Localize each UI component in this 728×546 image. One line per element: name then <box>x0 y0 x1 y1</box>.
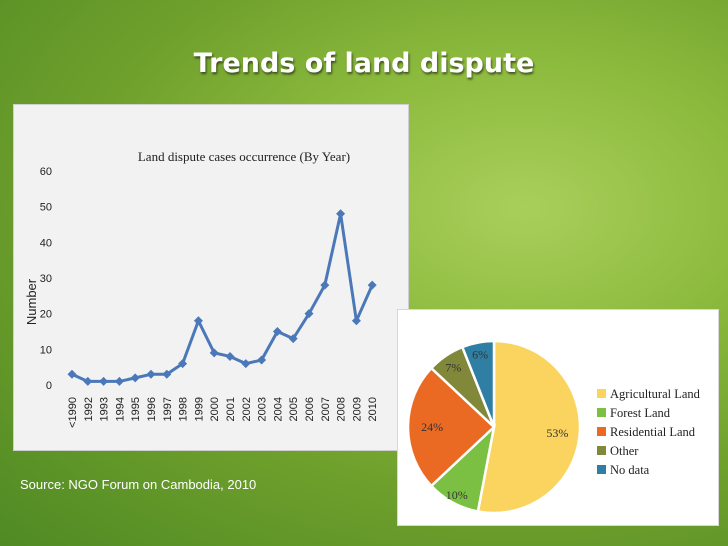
pie-chart-panel: 53% 10% 24% 7% 6% Agricultural Land Forest La… <box>397 309 719 526</box>
x-tick-label: <1990 <box>67 397 79 428</box>
y-tick-label: 40 <box>40 237 52 249</box>
x-tick-label: 1994 <box>114 397 126 421</box>
data-point <box>83 376 93 386</box>
data-point <box>304 309 314 319</box>
x-tick-label: 2003 <box>257 397 269 421</box>
x-tick-label: 1993 <box>99 397 111 421</box>
y-tick-label: 50 <box>40 202 52 214</box>
data-point <box>272 327 282 336</box>
pie-value-label: 6% <box>472 347 488 361</box>
data-point <box>351 316 361 326</box>
data-point <box>367 280 377 290</box>
x-tick-label: 2008 <box>336 397 348 421</box>
pie-slice <box>476 339 582 515</box>
y-axis-label: Number <box>24 278 39 325</box>
legend-swatch <box>597 465 606 474</box>
pie-chart: 53% 10% 24% 7% 6% Agricultural Land Forest La… <box>406 339 701 515</box>
x-tick-label: 2002 <box>241 397 253 421</box>
legend-label: No data <box>610 463 650 477</box>
x-tick-label: 1992 <box>83 397 95 421</box>
legend-label: Agricultural Land <box>610 387 701 401</box>
pie-slice <box>460 339 496 428</box>
line-chart: Land dispute cases occurrence (By Year) … <box>24 149 379 428</box>
pie-value-label: 10% <box>446 488 468 502</box>
legend-swatch <box>597 427 606 436</box>
data-point <box>114 376 124 386</box>
y-tick-label: 20 <box>40 309 52 321</box>
data-point <box>257 355 267 365</box>
series-line <box>71 212 374 383</box>
data-point <box>336 209 346 219</box>
x-tick-label: 2007 <box>320 397 332 421</box>
pie-value-label: 24% <box>421 420 443 434</box>
data-point <box>146 369 156 379</box>
legend-swatch <box>597 408 606 417</box>
pie-slices <box>406 339 582 515</box>
data-point <box>99 376 109 386</box>
line-chart-title: Land dispute cases occurrence (By Year) <box>138 149 350 164</box>
x-tick-label: 2005 <box>288 397 300 421</box>
pie-slice <box>406 366 496 488</box>
y-tick-label: 0 <box>46 380 52 392</box>
pie-value-label: 7% <box>445 360 461 374</box>
y-tick-label: 30 <box>40 273 52 285</box>
x-tick-label: 1999 <box>193 397 205 421</box>
x-tick-label: 2010 <box>367 397 379 421</box>
x-tick-label: 1996 <box>146 397 158 421</box>
source-note: Source: NGO Forum on Cambodia, 2010 <box>20 477 257 492</box>
data-point <box>225 351 235 361</box>
x-tick-label: 1997 <box>162 397 174 421</box>
data-point <box>209 348 219 358</box>
data-point <box>288 334 298 344</box>
pie-legend: Agricultural Land Forest Land Residential … <box>597 387 701 477</box>
x-tick-label: 2004 <box>272 397 284 421</box>
legend-label: Forest Land <box>610 406 671 420</box>
data-point <box>130 373 140 383</box>
x-tick-label: 2001 <box>225 397 237 421</box>
data-point <box>178 359 188 369</box>
line-chart-panel: Land dispute cases occurrence (By Year) … <box>13 104 409 451</box>
data-point <box>162 369 172 379</box>
legend-swatch <box>597 389 606 398</box>
data-point <box>241 359 251 369</box>
legend-swatch <box>597 446 606 455</box>
data-point <box>67 369 77 379</box>
pie-labels: 53% 10% 24% 7% 6% <box>421 347 568 501</box>
x-tick-label: 1998 <box>178 397 190 421</box>
pie-value-label: 53% <box>546 426 568 440</box>
data-point <box>320 280 330 290</box>
x-tick-label: 2009 <box>351 397 363 421</box>
y-tick-label: 60 <box>40 166 52 178</box>
y-tick-label: 10 <box>40 344 52 356</box>
x-tick-label: 2000 <box>209 397 221 421</box>
x-tick-label: 2006 <box>304 397 316 421</box>
legend-label: Other <box>610 444 639 458</box>
line-marks <box>67 209 377 386</box>
line-axes: 0 10 20 30 40 50 60 <1990 1992 1993 1994 1995 1996 19… <box>40 166 379 428</box>
x-tick-label: 1995 <box>130 397 142 421</box>
legend-label: Residential Land <box>610 425 696 439</box>
data-point <box>193 316 203 326</box>
slide-title: Trends of land dispute <box>193 48 535 79</box>
